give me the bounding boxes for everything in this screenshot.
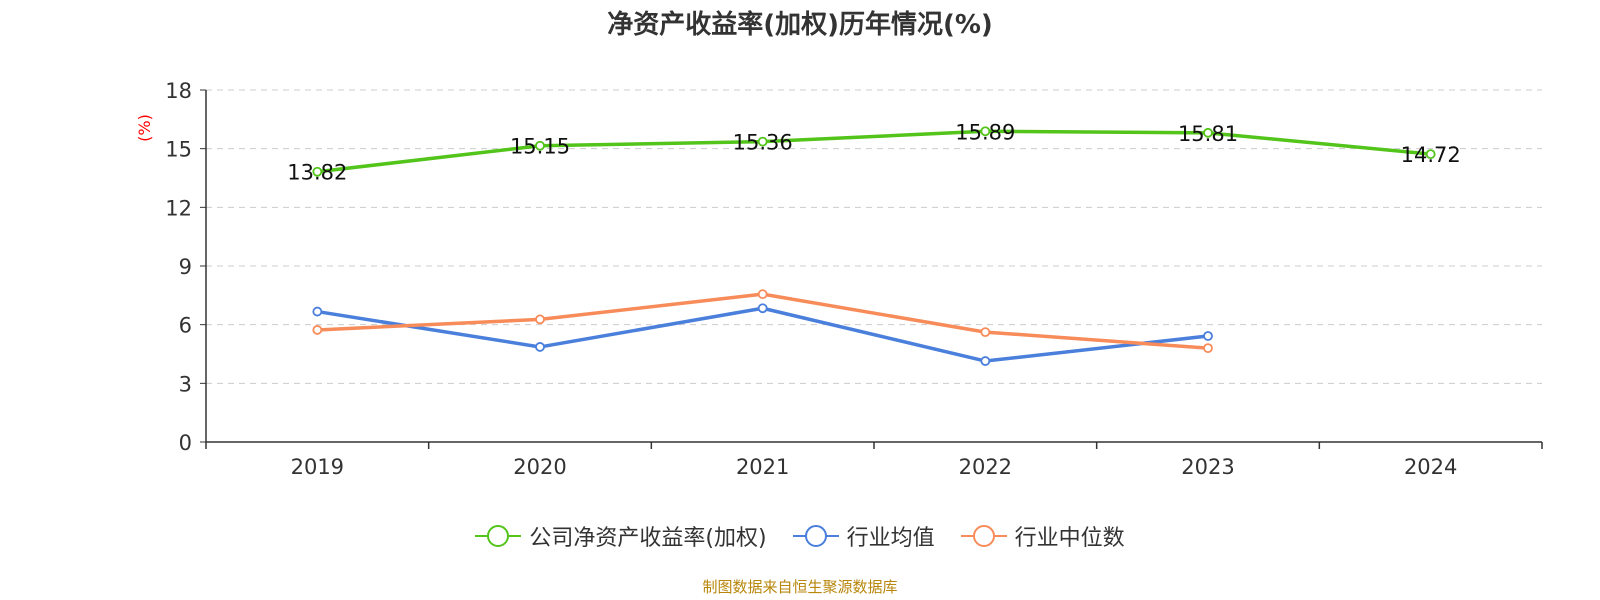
data-label: 13.82 xyxy=(287,161,347,185)
y-tick-label: 12 xyxy=(165,196,192,220)
y-tick-label: 0 xyxy=(179,431,192,455)
chart-title: 净资产收益率(加权)历年情况(%) xyxy=(607,10,993,40)
data-point-2 xyxy=(312,325,323,335)
x-tick-label: 2020 xyxy=(513,455,566,479)
y-tick-label: 9 xyxy=(179,255,192,279)
legend-label: 行业均值 xyxy=(846,526,935,551)
series-line-0 xyxy=(317,129,1431,174)
legend-marker-icon xyxy=(960,525,1007,547)
series-line-2 xyxy=(317,292,1209,350)
data-point-0 xyxy=(535,140,545,151)
series-line-1 xyxy=(317,306,1209,363)
legend-label: 行业中位数 xyxy=(1014,526,1125,551)
x-tick-label: 2023 xyxy=(1181,455,1234,479)
data-label: 15.81 xyxy=(1178,122,1238,146)
data-point-1 xyxy=(535,342,545,352)
legend-item-1[interactable]: 行业均值 xyxy=(792,520,935,552)
data-point-0 xyxy=(312,166,323,177)
y-tick-label: 15 xyxy=(165,138,192,162)
data-point-1 xyxy=(757,303,768,314)
data-point-0 xyxy=(1203,127,1213,138)
y-tick-label: 3 xyxy=(179,372,192,396)
data-label: 15.15 xyxy=(510,135,570,159)
legend-marker-icon xyxy=(475,525,522,547)
data-point-0 xyxy=(757,136,768,147)
data-point-0 xyxy=(980,126,991,137)
data-point-2 xyxy=(1203,343,1213,354)
data-point-2 xyxy=(535,314,545,325)
data-point-1 xyxy=(1203,331,1213,341)
x-tick-label: 2022 xyxy=(959,455,1012,479)
legend-label: 公司净资产收益率(加权) xyxy=(529,526,767,551)
data-point-1 xyxy=(312,306,323,317)
chart-legend: 公司净资产收益率(加权) 行业均值 行业中位数 xyxy=(0,520,1600,552)
data-label: 15.36 xyxy=(733,131,793,155)
data-point-2 xyxy=(980,327,991,337)
data-point-2 xyxy=(757,289,768,300)
legend-item-2[interactable]: 行业中位数 xyxy=(960,520,1125,552)
data-point-0 xyxy=(1425,149,1436,160)
source-note: 制图数据来自恒生聚源数据库 xyxy=(702,578,898,596)
data-label: 15.89 xyxy=(955,120,1015,144)
y-tick-label: 6 xyxy=(179,314,192,338)
y-axis-label: (%) xyxy=(135,114,154,142)
y-tick-label: 18 xyxy=(165,79,192,103)
x-tick-label: 2024 xyxy=(1404,455,1457,479)
x-tick-label: 2021 xyxy=(736,455,789,479)
legend-item-0[interactable]: 公司净资产收益率(加权) xyxy=(475,520,767,552)
x-tick-label: 2019 xyxy=(291,455,344,479)
data-point-1 xyxy=(980,356,991,366)
data-label: 14.72 xyxy=(1401,143,1461,167)
legend-marker-icon xyxy=(792,525,839,547)
